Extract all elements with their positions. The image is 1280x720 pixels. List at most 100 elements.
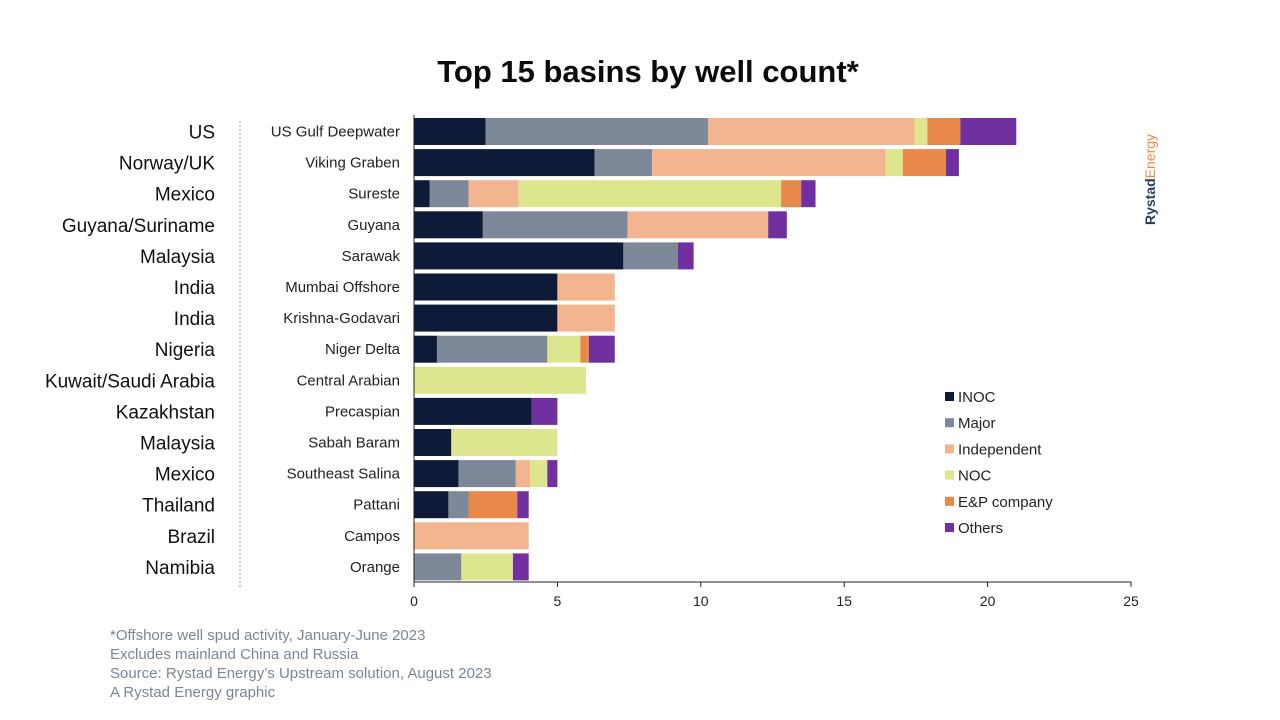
bar-segment bbox=[512, 553, 529, 581]
legend-swatch bbox=[945, 418, 954, 428]
country-label: Mexico bbox=[155, 465, 215, 486]
legend-swatch bbox=[945, 496, 954, 506]
legend-swatch bbox=[945, 470, 954, 480]
brand-name-part2: Energy bbox=[1142, 134, 1158, 178]
basin-label: Southeast Salina bbox=[287, 466, 401, 483]
basin-label: US Gulf Deepwater bbox=[271, 124, 400, 141]
footnote-3: Source: Rystad Energy’s Upstream solutio… bbox=[110, 665, 492, 682]
bar-segment bbox=[414, 397, 532, 425]
basin-label: Mumbai Offshore bbox=[285, 279, 400, 296]
country-label: Kazakhstan bbox=[116, 402, 215, 423]
bar-segment bbox=[627, 211, 769, 239]
country-label: Mexico bbox=[155, 185, 215, 206]
country-label: Malaysia bbox=[140, 247, 215, 268]
x-tick-label: 5 bbox=[554, 593, 562, 609]
bar-segment bbox=[801, 180, 816, 208]
brand-logo: RystadEnergy bbox=[1142, 134, 1158, 225]
x-tick-label: 20 bbox=[980, 593, 996, 609]
basin-label: Sureste bbox=[348, 186, 400, 203]
country-labels: US Norway/UK Mexico Guyana/Suriname Malaysia… bbox=[45, 123, 215, 579]
bar-segment bbox=[414, 366, 587, 394]
bar-segment bbox=[458, 460, 516, 488]
x-tick-label: 15 bbox=[836, 593, 852, 609]
bar-segment bbox=[448, 491, 469, 519]
bar-segment bbox=[436, 335, 548, 363]
legend-label: Others bbox=[958, 520, 1003, 537]
bar-segment bbox=[451, 429, 558, 456]
legend-swatch bbox=[945, 392, 954, 401]
basin-label: Orange bbox=[350, 559, 400, 576]
bar-segment bbox=[557, 304, 615, 332]
bar-segment bbox=[902, 149, 947, 177]
bar-segment bbox=[414, 118, 486, 145]
legend-label: Independent bbox=[958, 441, 1042, 458]
bar-segment bbox=[414, 335, 437, 363]
bars bbox=[414, 118, 1017, 581]
footnote-4: A Rystad Energy graphic bbox=[110, 684, 276, 701]
country-label: Brazil bbox=[167, 527, 215, 548]
country-label: India bbox=[174, 278, 216, 299]
bar-segment bbox=[946, 149, 959, 177]
country-label: Guyana/Suriname bbox=[62, 216, 215, 237]
basin-label: Guyana bbox=[347, 217, 400, 234]
svg-text:RystadEnergy: RystadEnergy bbox=[1142, 134, 1158, 225]
bar-segment bbox=[707, 118, 915, 145]
x-tick-label: 25 bbox=[1123, 593, 1139, 609]
bar-segment bbox=[547, 335, 581, 363]
bar-segment bbox=[530, 460, 548, 488]
x-tick-label: 0 bbox=[410, 593, 418, 609]
bar-segment bbox=[515, 460, 531, 488]
bar-segment bbox=[461, 553, 513, 581]
country-label: US bbox=[189, 123, 215, 144]
bar-segment bbox=[927, 118, 961, 145]
country-label: Namibia bbox=[145, 558, 215, 579]
brand-name-part1: Rystad bbox=[1142, 178, 1158, 225]
bar-segment bbox=[594, 149, 653, 177]
bar-segment bbox=[414, 553, 462, 581]
chart-title: Top 15 basins by well count* bbox=[437, 54, 859, 89]
bar-segment bbox=[588, 335, 615, 363]
bar-segment bbox=[414, 273, 558, 301]
country-label: Kuwait/Saudi Arabia bbox=[45, 371, 215, 392]
bar-segment bbox=[781, 180, 802, 208]
basin-label: Krishna-Godavari bbox=[283, 310, 400, 327]
basin-label: Precaspian bbox=[325, 403, 400, 420]
bar-segment bbox=[518, 180, 782, 208]
bar-segment bbox=[414, 211, 483, 239]
basin-label: Sarawak bbox=[342, 248, 401, 265]
legend-label: NOC bbox=[958, 468, 992, 485]
bar-segment bbox=[531, 397, 558, 425]
bar-segment bbox=[414, 149, 595, 177]
bar-segment bbox=[652, 149, 886, 177]
country-label: Malaysia bbox=[140, 434, 215, 455]
basin-label: Campos bbox=[344, 528, 400, 545]
bar-segment bbox=[557, 273, 615, 301]
basin-label: Pattani bbox=[353, 497, 400, 514]
bar-segment bbox=[414, 180, 430, 208]
basin-label: Viking Graben bbox=[305, 155, 400, 172]
country-label: India bbox=[174, 309, 216, 330]
bar-segment bbox=[885, 149, 903, 177]
legend-label: Major bbox=[958, 415, 996, 432]
country-label: Nigeria bbox=[155, 340, 216, 361]
footnote-1: *Offshore well spud activity, January-Ju… bbox=[110, 627, 425, 644]
basin-labels: US Gulf Deepwater Viking Graben Sureste Guy… bbox=[271, 124, 401, 576]
bar-segment bbox=[482, 211, 628, 239]
country-label: Thailand bbox=[142, 496, 215, 517]
bar-segment bbox=[414, 242, 624, 270]
bar-segment bbox=[429, 180, 469, 208]
bar-segment bbox=[960, 118, 1017, 145]
bar-segment bbox=[580, 335, 589, 363]
footnote-2: Excludes mainland China and Russia bbox=[110, 646, 359, 663]
basin-label: Sabah Baram bbox=[308, 435, 400, 452]
legend-label: E&P company bbox=[958, 494, 1053, 511]
bar-segment bbox=[677, 242, 694, 270]
bar-segment bbox=[414, 429, 452, 456]
bar-segment bbox=[414, 460, 459, 488]
legend-swatch bbox=[945, 444, 954, 454]
bar-segment bbox=[914, 118, 928, 145]
bar-segment bbox=[414, 522, 529, 550]
bar-segment bbox=[414, 491, 449, 519]
country-label: Norway/UK bbox=[119, 154, 215, 175]
